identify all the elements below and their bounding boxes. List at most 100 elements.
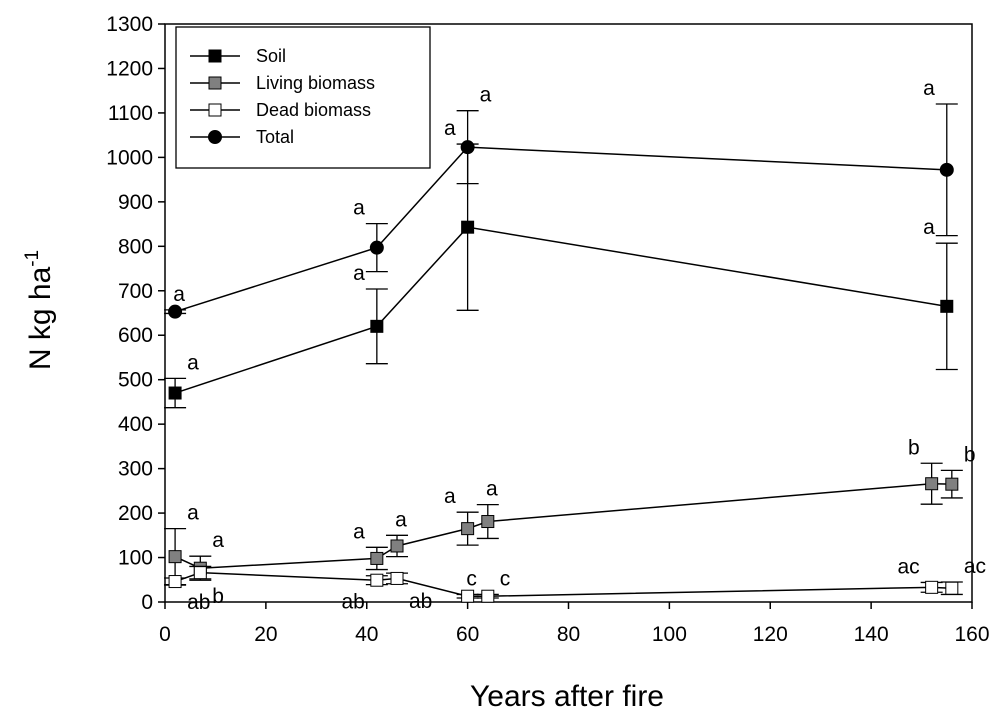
significance-label: a (187, 502, 199, 525)
legend-marker (208, 49, 222, 63)
series-line (174, 226, 947, 394)
significance-label: a (353, 262, 365, 285)
y-tick-label: 600 (118, 324, 153, 347)
data-point (168, 304, 183, 319)
data-point (168, 575, 182, 589)
data-point (370, 573, 384, 587)
y-tick-label: 400 (118, 413, 153, 436)
data-point (168, 386, 182, 400)
y-tick-label: 700 (118, 280, 153, 303)
legend: Soil Living biomass Dead biomass Total (175, 26, 431, 169)
significance-label: a (923, 216, 935, 239)
series-living-biomass (164, 462, 963, 586)
y-axis-title: N kg ha-1 (22, 250, 57, 370)
data-point (460, 140, 475, 155)
y-tick-label: 1000 (106, 146, 153, 169)
significance-label: a (353, 197, 365, 220)
significance-label: a (480, 84, 492, 107)
x-tick-label: 20 (254, 623, 277, 646)
significance-label: c (466, 567, 477, 590)
significance-label: a (923, 77, 935, 100)
legend-label: Soil (256, 46, 286, 66)
legend-label: Dead biomass (256, 100, 371, 120)
x-tick-label: 60 (456, 623, 479, 646)
significance-label: ac (964, 555, 986, 578)
significance-label: a (187, 351, 199, 374)
legend-label: Total (256, 127, 294, 147)
y-tick-label: 300 (118, 458, 153, 481)
data-point (940, 299, 954, 313)
legend-box (175, 26, 431, 169)
significance-label: b (908, 436, 920, 459)
significance-label: b (964, 443, 976, 466)
significance-label: a (353, 520, 365, 543)
data-point (925, 580, 939, 594)
data-point (390, 571, 404, 585)
x-tick-label: 80 (557, 623, 580, 646)
series-soil (164, 143, 958, 409)
legend-marker (208, 103, 222, 117)
data-point (461, 220, 475, 234)
x-tick-label: 120 (753, 623, 788, 646)
significance-label: ab (341, 591, 364, 614)
legend-item: Soil (190, 46, 286, 66)
significance-label: a (486, 478, 498, 501)
data-point (945, 477, 959, 491)
series-line (174, 146, 947, 313)
data-point (939, 162, 954, 177)
significance-label: b (212, 585, 224, 608)
data-point (925, 477, 939, 491)
y-tick-label: 0 (141, 591, 153, 614)
x-axis-title: Years after fire (470, 680, 664, 713)
significance-label: a (212, 529, 224, 552)
y-tick-label: 200 (118, 502, 153, 525)
series-line (174, 482, 952, 569)
series-total (164, 103, 958, 319)
legend-item: Living biomass (190, 73, 375, 93)
significance-label: a (444, 485, 456, 508)
x-tick-label: 140 (854, 623, 889, 646)
legend-marker (208, 76, 222, 90)
y-axis-title-group: N kg ha-1 (22, 250, 57, 370)
y-tick-label: 1300 (106, 13, 153, 36)
significance-label: c (500, 567, 511, 590)
series-dead-biomass (164, 565, 963, 603)
data-point (945, 581, 959, 595)
x-tick-label: 0 (159, 623, 171, 646)
y-tick-label: 100 (118, 547, 153, 570)
data-point (369, 240, 384, 255)
legend-item: Total (190, 127, 294, 147)
series-layer (164, 103, 963, 603)
significance-label: ac (897, 555, 919, 578)
legend-item: Dead biomass (190, 100, 371, 120)
y-tick-label: 800 (118, 235, 153, 258)
data-point (370, 319, 384, 333)
y-tick-label: 500 (118, 369, 153, 392)
x-tick-label: 100 (652, 623, 687, 646)
data-point (481, 515, 495, 529)
data-point (461, 589, 475, 603)
legend-label: Living biomass (256, 73, 375, 93)
x-tick-label: 40 (355, 623, 378, 646)
data-point (168, 550, 182, 564)
data-point (193, 566, 207, 580)
axes: 0 20 40 60 80 100 120 140 160 0 100 200 300 400 500 600… (106, 13, 989, 646)
significance-label: a (444, 117, 456, 140)
y-axis-title-main: N kg ha (24, 266, 57, 370)
legend-marker (208, 130, 222, 144)
y-tick-label: 900 (118, 191, 153, 214)
data-point (461, 522, 475, 536)
significance-label: a (395, 508, 407, 531)
data-point (390, 539, 404, 553)
y-tick-label: 1200 (106, 57, 153, 80)
series-line (174, 571, 952, 597)
significance-label: ab (409, 590, 432, 613)
x-tick-label: 160 (954, 623, 989, 646)
data-point (370, 551, 384, 565)
significance-label: ab (187, 591, 210, 614)
significance-label: a (173, 283, 185, 306)
y-axis-title-superscript: -1 (22, 250, 43, 267)
